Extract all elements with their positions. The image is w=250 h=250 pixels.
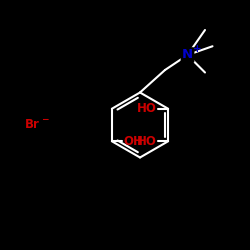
Text: HO: HO: [137, 135, 157, 148]
Text: +: +: [192, 44, 201, 54]
Text: OH: OH: [123, 135, 143, 148]
Text: −: −: [41, 116, 48, 124]
Text: N: N: [182, 48, 193, 62]
Text: HO: HO: [137, 102, 157, 115]
Text: Br: Br: [25, 118, 40, 132]
